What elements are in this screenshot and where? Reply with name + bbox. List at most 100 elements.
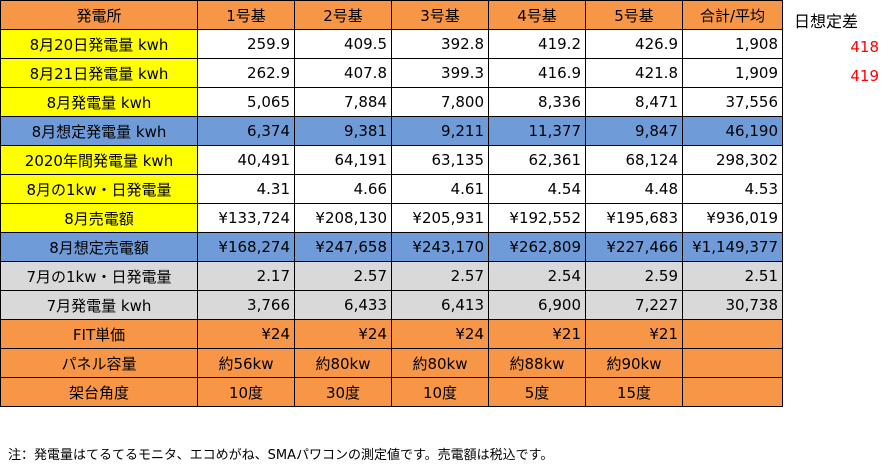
row-label: 7月の1kw・日発電量	[0, 261, 198, 291]
table-cell: 10度	[391, 377, 489, 407]
table-cell: 30,738	[682, 290, 783, 320]
header-cell: 4号基	[488, 0, 586, 30]
table-cell: 30度	[294, 377, 392, 407]
row-label: 8月想定売電額	[0, 232, 198, 262]
table-cell: 6,413	[391, 290, 489, 320]
row-label: 8月発電量 kwh	[0, 87, 198, 117]
table-cell: 262.9	[197, 58, 295, 88]
table-row: 8月発電量 kwh 5,065 7,884 7,800 8,336 8,471 …	[0, 87, 783, 117]
table-cell: 5,065	[197, 87, 295, 117]
daily-forecast-diff-title: 日想定差	[794, 12, 859, 31]
table-cell: 6,900	[488, 290, 586, 320]
table-cell: ¥205,931	[391, 203, 489, 233]
table-cell: ¥21	[585, 319, 683, 349]
table-cell: 62,361	[488, 145, 586, 175]
row-label: 8月20日発電量 kwh	[0, 29, 198, 59]
table-cell: ¥24	[294, 319, 392, 349]
table-row: FIT単価 ¥24 ¥24 ¥24 ¥21 ¥21	[0, 319, 783, 349]
daily-forecast-diff-value: 419	[850, 67, 879, 85]
table-cell: 8,471	[585, 87, 683, 117]
table-row: 8月想定売電額 ¥168,274 ¥247,658 ¥243,170 ¥262,…	[0, 232, 783, 262]
table-cell: 約88kw	[488, 348, 586, 378]
table-cell: 4.61	[391, 174, 489, 204]
table-row: 8月想定発電量 kwh 6,374 9,381 9,211 11,377 9,8…	[0, 116, 783, 146]
table-cell: 416.9	[488, 58, 586, 88]
table-cell: 約80kw	[391, 348, 489, 378]
table-cell: 7,800	[391, 87, 489, 117]
table-cell: 15度	[585, 377, 683, 407]
table-cell: ¥936,019	[682, 203, 783, 233]
table-cell: 3,766	[197, 290, 295, 320]
table-cell: ¥227,466	[585, 232, 683, 262]
table-cell: 7,884	[294, 87, 392, 117]
power-station-table: 発電所 1号基 2号基 3号基 4号基 5号基 合計/平均 8月20日発電量 k…	[0, 0, 783, 407]
daily-forecast-diff-value: 418	[850, 38, 879, 56]
table-cell: 2.54	[488, 261, 586, 291]
table-cell: 46,190	[682, 116, 783, 146]
row-label: パネル容量	[0, 348, 198, 378]
row-label: 7月発電量 kwh	[0, 290, 198, 320]
table-row: 架台角度 10度 30度 10度 5度 15度	[0, 377, 783, 407]
table-cell	[682, 348, 783, 378]
table-cell: ¥192,552	[488, 203, 586, 233]
table-cell: 259.9	[197, 29, 295, 59]
table-cell: 4.31	[197, 174, 295, 204]
table-cell: 1,909	[682, 58, 783, 88]
table-cell: 約90kw	[585, 348, 683, 378]
table-cell: 6,374	[197, 116, 295, 146]
table-cell: ¥168,274	[197, 232, 295, 262]
row-label: 2020年間発電量 kwh	[0, 145, 198, 175]
table-cell: ¥195,683	[585, 203, 683, 233]
table-cell: 421.8	[585, 58, 683, 88]
table-cell: 9,381	[294, 116, 392, 146]
table-cell: 407.8	[294, 58, 392, 88]
table-cell: 2.59	[585, 261, 683, 291]
header-cell: 発電所	[0, 0, 198, 30]
row-label: FIT単価	[0, 319, 198, 349]
table-row: 7月の1kw・日発電量 2.17 2.57 2.57 2.54 2.59 2.5…	[0, 261, 783, 291]
table-cell: 2.57	[391, 261, 489, 291]
table-cell: 37,556	[682, 87, 783, 117]
header-cell: 合計/平均	[682, 0, 783, 30]
table-cell	[682, 319, 783, 349]
row-label: 8月売電額	[0, 203, 198, 233]
table-cell: 約80kw	[294, 348, 392, 378]
table-cell: ¥262,809	[488, 232, 586, 262]
header-cell: 2号基	[294, 0, 392, 30]
footnote: 注：発電量はてるてるモニタ、エコめがね、SMAパワコンの測定値です。売電額は税込…	[8, 448, 554, 463]
table-cell: ¥24	[391, 319, 489, 349]
header-row: 発電所 1号基 2号基 3号基 4号基 5号基 合計/平均	[0, 0, 783, 30]
table-cell: 約56kw	[197, 348, 295, 378]
table-cell: 4.54	[488, 174, 586, 204]
table-cell: 7,227	[585, 290, 683, 320]
table-cell: 64,191	[294, 145, 392, 175]
table-cell: 8,336	[488, 87, 586, 117]
table-cell: 9,847	[585, 116, 683, 146]
table-cell: 2.51	[682, 261, 783, 291]
table-cell: 4.53	[682, 174, 783, 204]
row-label: 8月の1kw・日発電量	[0, 174, 198, 204]
table-cell: 11,377	[488, 116, 586, 146]
table-cell: 399.3	[391, 58, 489, 88]
table-row: 7月発電量 kwh 3,766 6,433 6,413 6,900 7,227 …	[0, 290, 783, 320]
table-cell: ¥21	[488, 319, 586, 349]
header-cell: 1号基	[197, 0, 295, 30]
table-row: 8月売電額 ¥133,724 ¥208,130 ¥205,931 ¥192,55…	[0, 203, 783, 233]
table-cell: 409.5	[294, 29, 392, 59]
table-row: 2020年間発電量 kwh 40,491 64,191 63,135 62,36…	[0, 145, 783, 175]
table-cell: 6,433	[294, 290, 392, 320]
table-cell: 9,211	[391, 116, 489, 146]
table-cell: 2.57	[294, 261, 392, 291]
table-cell: ¥208,130	[294, 203, 392, 233]
header-cell: 5号基	[585, 0, 683, 30]
table-row: 8月21日発電量 kwh 262.9 407.8 399.3 416.9 421…	[0, 58, 783, 88]
table-cell: 63,135	[391, 145, 489, 175]
table-cell: 5度	[488, 377, 586, 407]
table-cell	[682, 377, 783, 407]
table-row: 8月20日発電量 kwh 259.9 409.5 392.8 419.2 426…	[0, 29, 783, 59]
row-label: 架台角度	[0, 377, 198, 407]
table-cell: 419.2	[488, 29, 586, 59]
table-cell: 2.17	[197, 261, 295, 291]
row-label: 8月想定発電量 kwh	[0, 116, 198, 146]
table-cell: ¥243,170	[391, 232, 489, 262]
